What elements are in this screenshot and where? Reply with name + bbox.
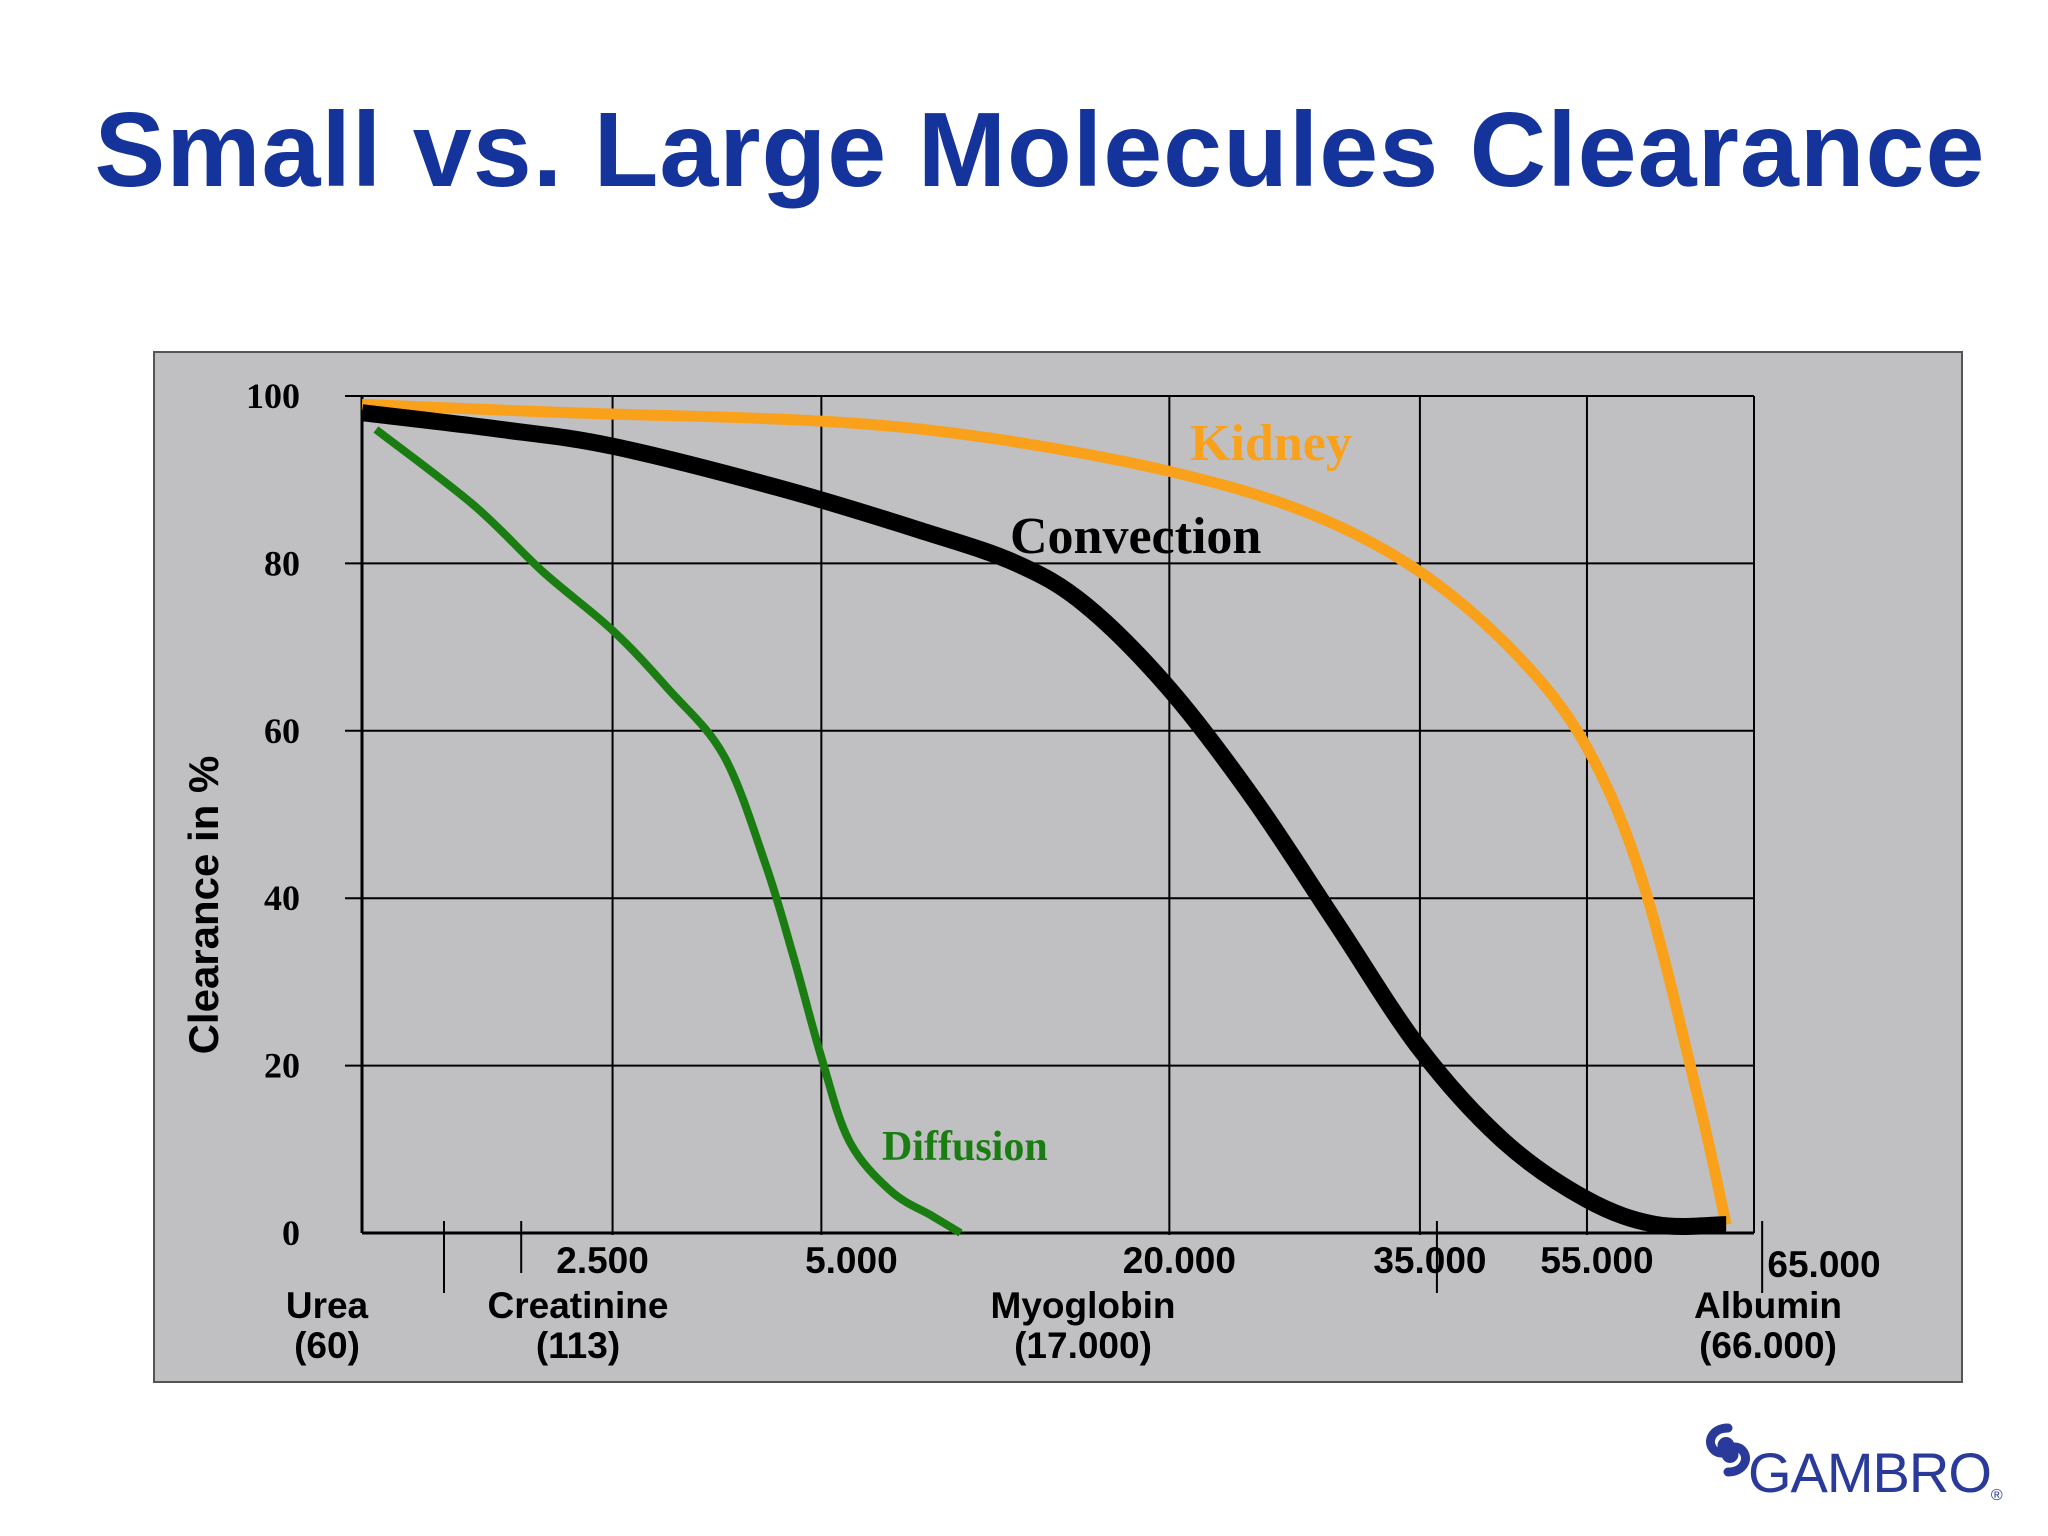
chart-frame [153,351,1963,1383]
x-tick-label: 35.000 [1373,1240,1486,1281]
y-tick-label: 100 [246,376,300,416]
y-tick-label: 40 [264,878,300,918]
x-tick-label: 65.000 [1767,1244,1880,1285]
molecule-labels: Urea(60) Creatinine(113) Myoglobin(17.000)… [286,1221,1842,1366]
molecule-weight: (66.000) [1699,1325,1837,1366]
gambro-swirl-icon [1706,1423,1750,1477]
molecule-weight: (17.000) [1014,1325,1152,1366]
series-label-kidney: Kidney [1190,415,1352,472]
y-tick-label: 0 [282,1213,300,1253]
x-tick-label: 55.000 [1540,1240,1653,1281]
molecule-name: Myoglobin [991,1285,1176,1326]
molecule-name: Albumin [1694,1285,1842,1326]
series-label-convection: Convection [1010,508,1261,565]
chart-axes [360,395,1755,1235]
series-label-diffusion: Diffusion [882,1124,1048,1170]
logo-wordmark: GAMBRO® [1748,1441,2003,1504]
x-tick-label: 20.000 [1123,1240,1236,1281]
series-line-diffusion [373,426,963,1237]
y-tick-labels: 0 20 40 60 80 100 [246,376,300,1253]
y-tick-label: 80 [264,543,300,583]
y-tick-label: 60 [264,711,300,751]
series-labels: Kidney Convection Diffusion [882,415,1352,1170]
series-line-convection [360,404,1727,1235]
slide-title: Small vs. Large Molecules Clearance [94,91,1986,209]
molecule-weight: (113) [536,1325,620,1366]
x-tick-label: 5.000 [805,1240,898,1281]
molecule-name: Creatinine [488,1285,669,1326]
y-tick-label: 20 [264,1046,300,1086]
chart-grid [345,395,1754,1235]
x-tick-labels: 2.500 5.000 20.000 35.000 55.000 65.000 [556,1240,1880,1285]
molecule-weight: (60) [294,1325,360,1366]
x-tick-label: 2.500 [556,1240,649,1281]
molecule-name: Urea [286,1285,369,1326]
y-axis-title: Clearance in % [180,756,227,1055]
series-line-kidney [361,398,1732,1226]
gambro-logo: GAMBRO® [1700,1420,2020,1510]
chart-series [360,398,1732,1237]
